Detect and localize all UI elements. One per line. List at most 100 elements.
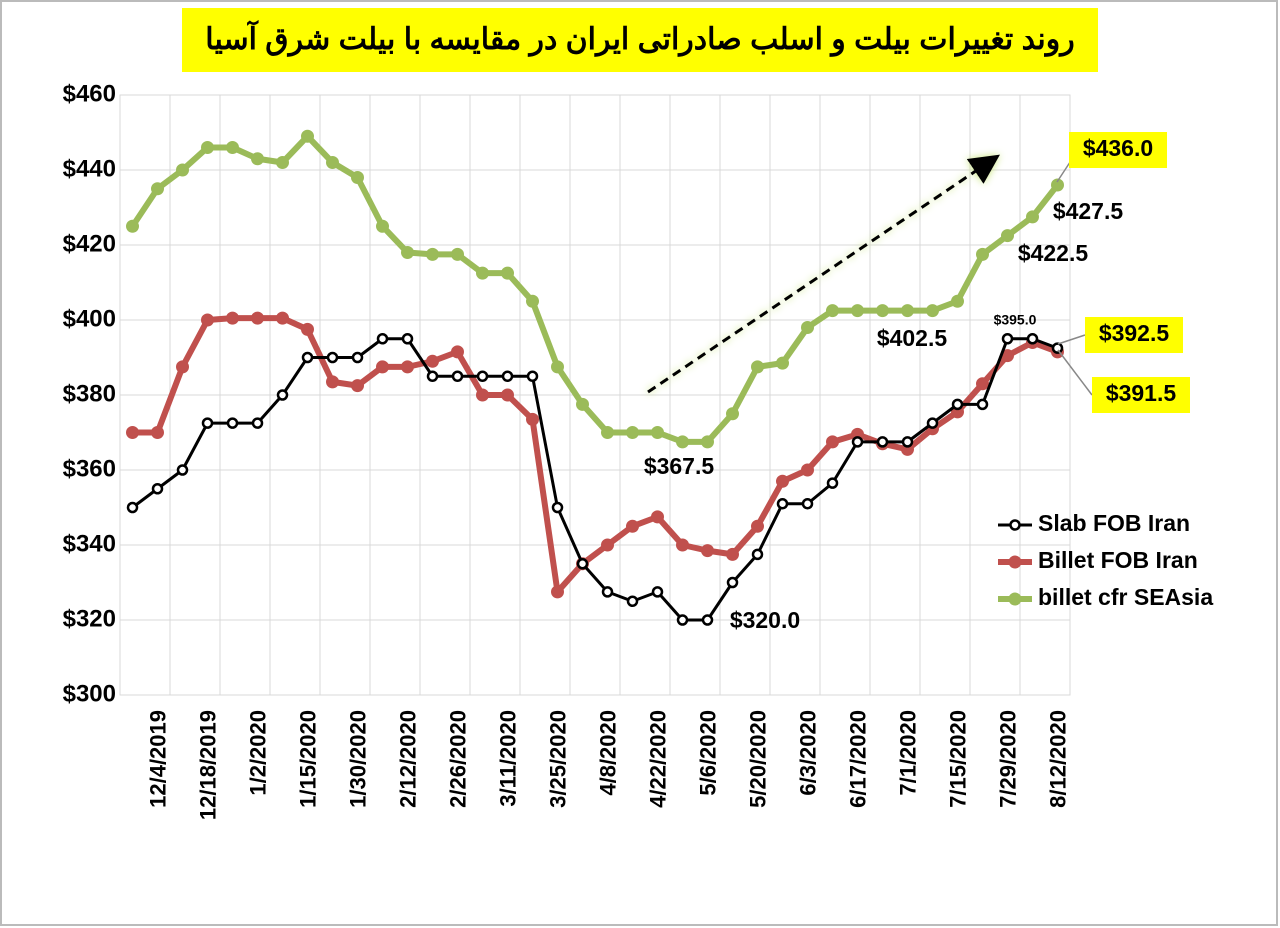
point [526, 412, 539, 426]
x-tick-label: 7/29/2020 [995, 710, 1020, 808]
chart-title: روند تغییرات بیلت و اسلب صادراتی ایران د… [205, 19, 1074, 57]
point [301, 351, 314, 364]
legend: Slab FOB Iran Billet FOB Iran billet cfr S… [998, 510, 1213, 610]
point [176, 163, 189, 177]
x-tick-label: 4/22/2020 [645, 710, 670, 808]
x-tick-label: 7/15/2020 [945, 710, 970, 808]
point [801, 463, 814, 477]
annotation: $320.0 [730, 607, 800, 633]
point [826, 435, 839, 449]
point [226, 141, 239, 154]
point [676, 435, 689, 449]
point [576, 397, 589, 411]
point [326, 351, 339, 364]
point [301, 322, 314, 336]
x-tick-label: 5/20/2020 [745, 710, 770, 808]
point [801, 498, 814, 510]
series-layer [126, 129, 1064, 626]
point [201, 313, 214, 327]
point [251, 417, 264, 429]
x-tick-label: 2/12/2020 [395, 710, 420, 808]
point [376, 360, 389, 374]
x-tick-label: 6/3/2020 [795, 710, 820, 796]
x-tick-label: 8/12/2020 [1045, 710, 1070, 808]
legend-label: Billet FOB Iran [1038, 547, 1198, 573]
point [401, 246, 414, 259]
point [351, 379, 364, 393]
annotation: $422.5 [1018, 240, 1089, 266]
point [1051, 342, 1064, 354]
point [901, 304, 914, 318]
point [1026, 210, 1039, 224]
point [226, 311, 239, 325]
point [626, 426, 639, 439]
point [976, 398, 989, 411]
point [426, 354, 439, 368]
point [651, 426, 664, 439]
point [776, 474, 789, 488]
x-tick-label: 5/6/2020 [695, 710, 720, 796]
y-tick-label: $460 [63, 80, 116, 107]
y-tick-label: $300 [63, 680, 116, 707]
point [751, 360, 764, 374]
point [901, 436, 914, 448]
point [451, 247, 464, 261]
point [451, 370, 464, 382]
x-tick-label: 12/4/2019 [145, 710, 170, 808]
point [851, 436, 864, 448]
point [126, 426, 139, 439]
point [1026, 333, 1039, 345]
point [376, 333, 389, 345]
point [826, 477, 839, 489]
y-tick-label: $420 [63, 230, 116, 257]
point [751, 548, 764, 561]
x-tick-label: 3/25/2020 [545, 710, 570, 808]
point [251, 152, 264, 166]
annotation: $391.5 [1106, 380, 1177, 406]
point [676, 538, 689, 552]
annotations: $436.0 $427.5 $422.5 $402.5 $395.0 $392.5 $391… [644, 132, 1190, 633]
x-tick-label: 6/17/2020 [845, 710, 870, 808]
point [651, 586, 664, 598]
y-tick-label: $380 [63, 380, 116, 407]
point [576, 558, 589, 570]
point [201, 417, 214, 429]
point [176, 360, 189, 374]
annotation: $392.5 [1099, 320, 1170, 346]
point [151, 426, 164, 439]
x-tick-label: 3/11/2020 [495, 710, 520, 807]
leader-line [1057, 349, 1093, 396]
point [126, 501, 139, 514]
point [426, 247, 439, 261]
point [151, 483, 164, 495]
point [501, 266, 514, 280]
point [701, 544, 714, 558]
point [876, 436, 889, 448]
point [351, 351, 364, 364]
point [451, 345, 464, 359]
point [1051, 178, 1064, 192]
annotation: $395.0 [994, 312, 1037, 328]
point [501, 388, 514, 402]
point [276, 389, 289, 401]
point [476, 266, 489, 280]
legend-marker [1008, 592, 1022, 606]
point [601, 426, 614, 439]
y-tick-label: $440 [63, 155, 116, 182]
trend-arrow [647, 154, 1000, 394]
annotation: $367.5 [644, 453, 715, 479]
annotation: $427.5 [1053, 198, 1124, 224]
point [601, 538, 614, 552]
point [526, 294, 539, 308]
x-tick-label: 1/30/2020 [345, 710, 370, 808]
point [326, 375, 339, 389]
x-tick-label: 2/26/2020 [445, 710, 470, 808]
point [976, 377, 989, 391]
x-tick-label: 7/1/2020 [895, 710, 920, 796]
point [276, 311, 289, 325]
point [126, 219, 139, 233]
point [951, 294, 964, 308]
point [926, 417, 939, 429]
